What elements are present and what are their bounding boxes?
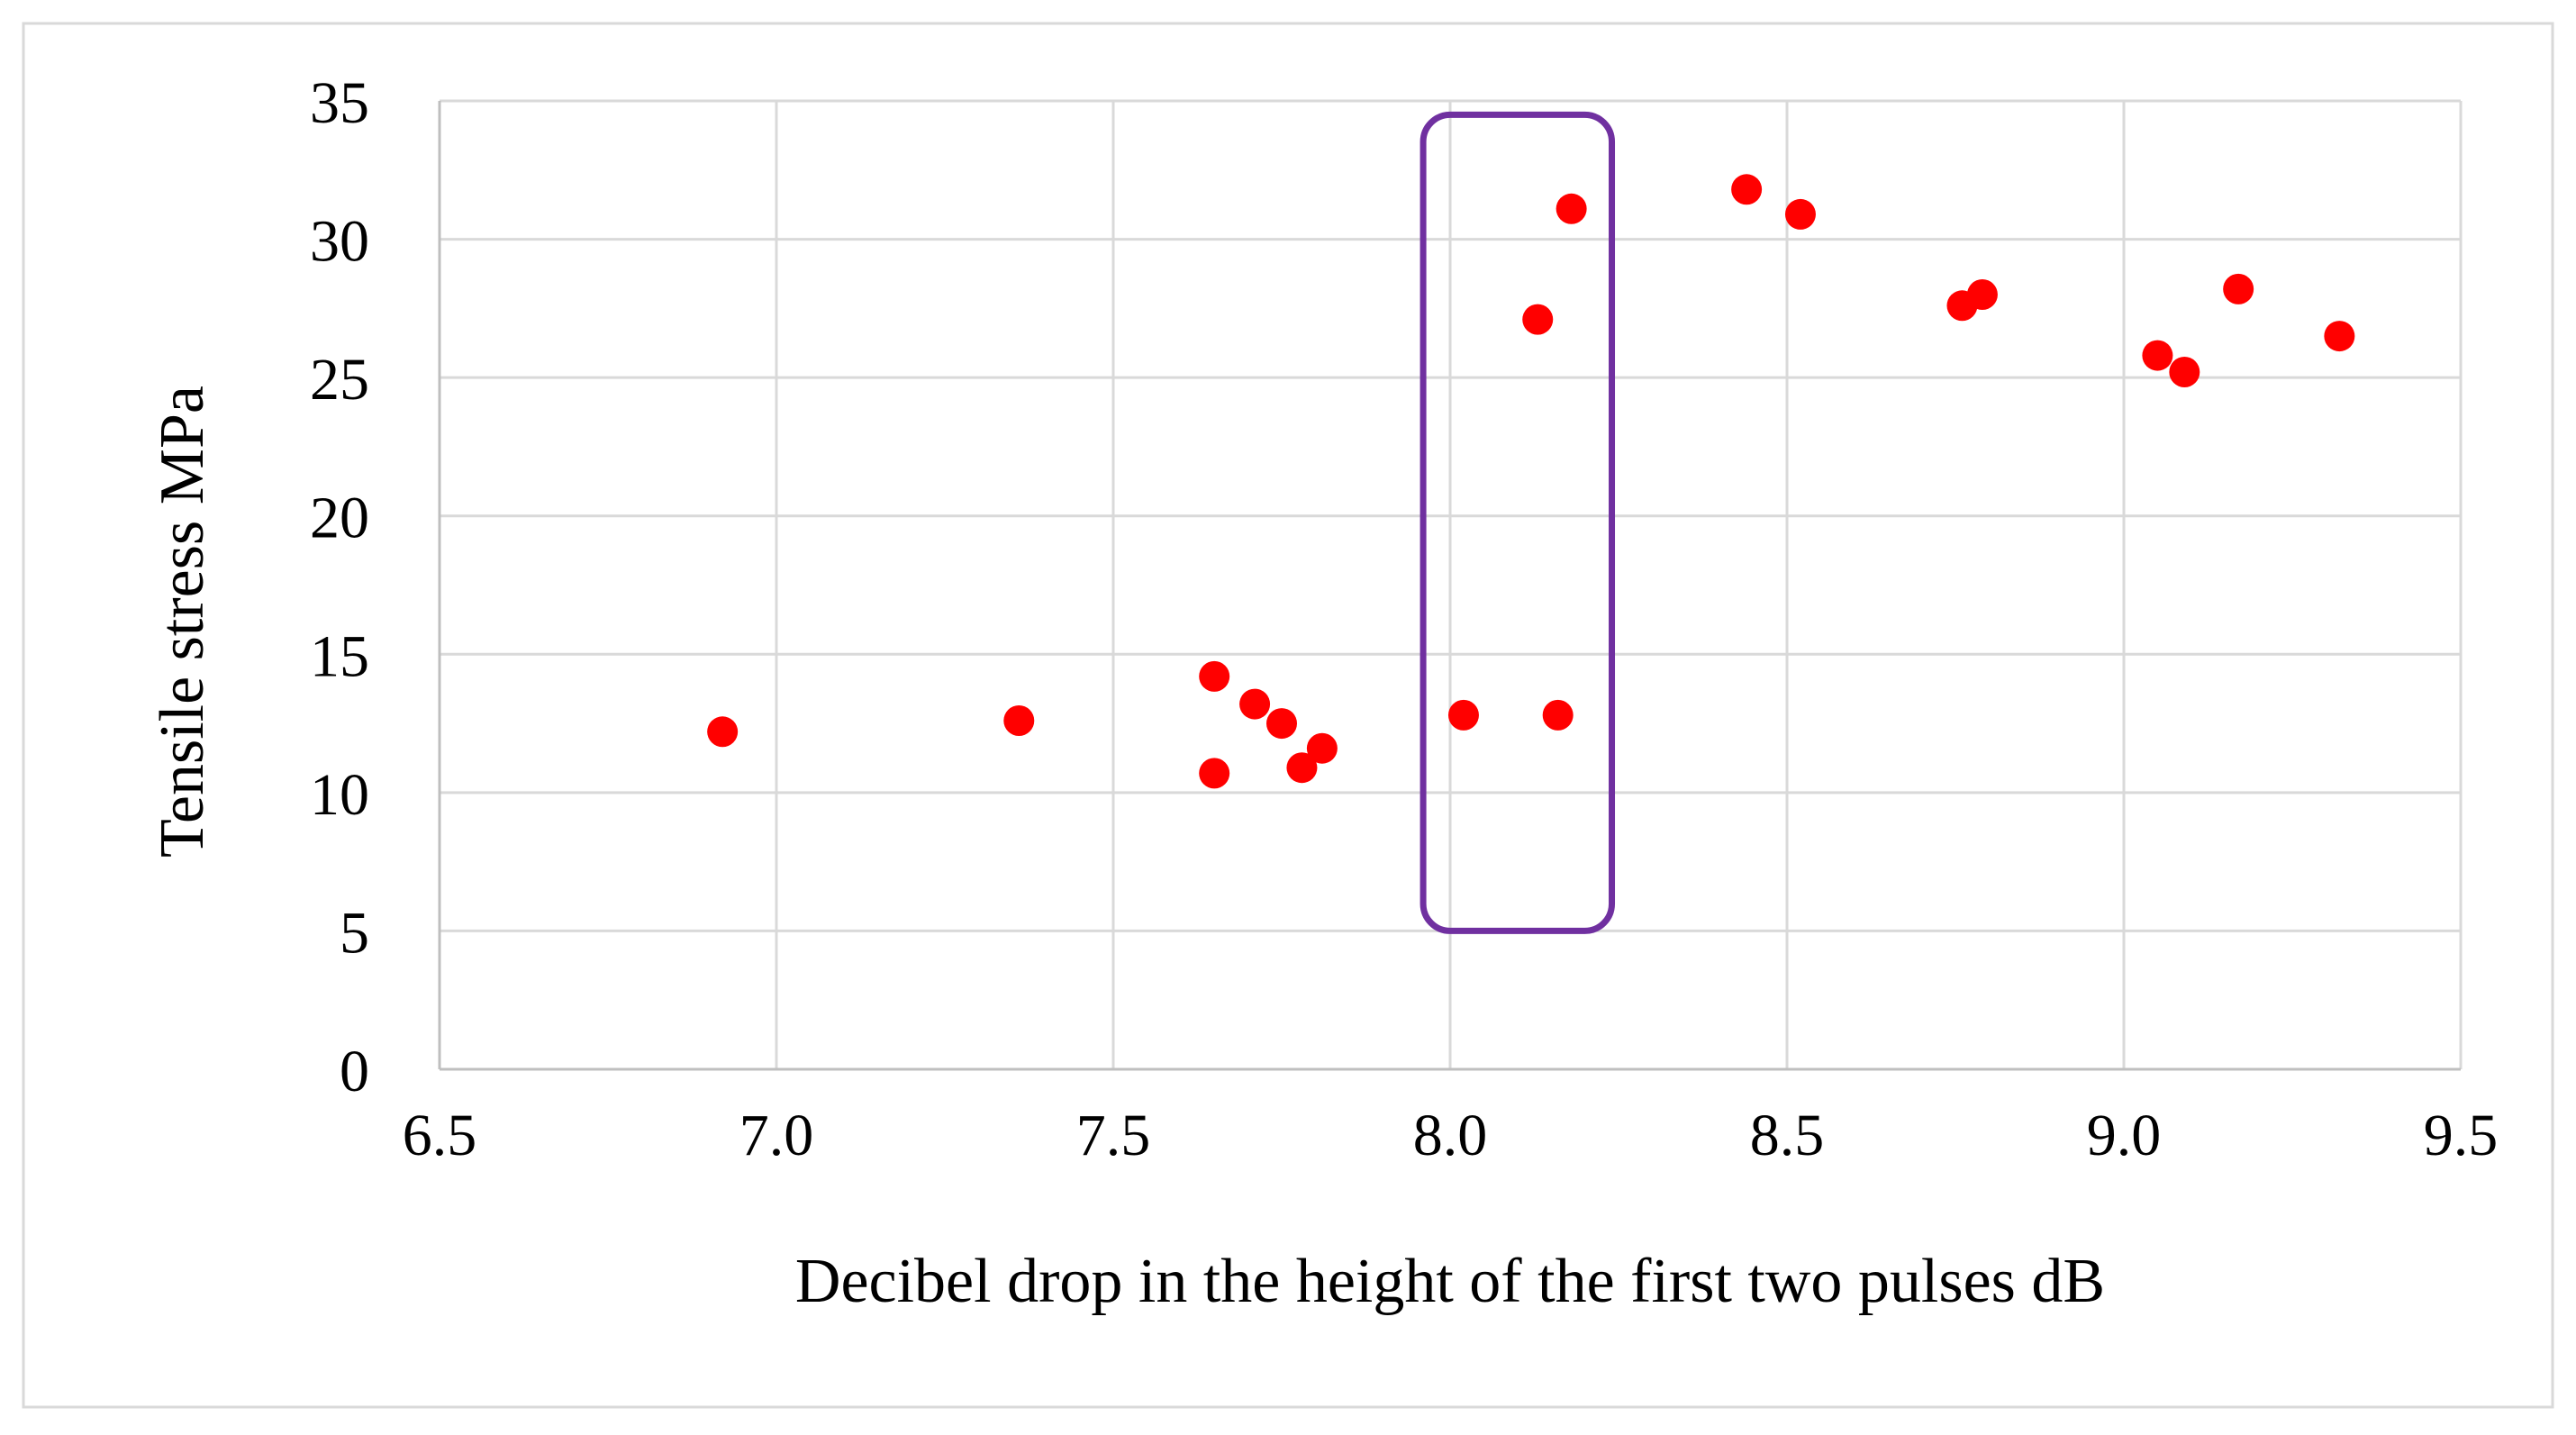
data-point [1306,732,1338,764]
data-point [2142,340,2173,371]
x-tick-label: 9.0 [2087,1103,2162,1168]
x-tick-label: 7.0 [739,1103,814,1168]
data-point [1266,708,1297,740]
data-point [2223,273,2254,304]
y-tick-label: 35 [310,70,369,136]
y-tick-label: 30 [310,209,369,275]
x-tick-label: 9.5 [2424,1103,2499,1168]
data-point [1199,660,1230,692]
x-tick-label: 8.5 [1750,1103,1825,1168]
data-point [1556,193,1587,224]
data-point [1731,174,1763,205]
x-tick-label: 7.5 [1076,1103,1151,1168]
tick-labels: 6.5 7.0 7.5 8.0 8.5 9.0 9.5 0 5 10 15 20 25 30 35 [310,70,2498,1168]
x-tick-label: 8.0 [1413,1103,1488,1168]
data-points [707,174,2355,789]
data-point [1542,699,1574,731]
annotations [1420,111,1616,934]
data-point [1239,688,1271,720]
x-tick-label: 6.5 [403,1103,477,1168]
axes [438,101,2461,1071]
x-axis-title: Decibel drop in the height of the first … [795,1247,2105,1316]
y-tick-label: 0 [340,1039,369,1104]
data-point [1286,752,1318,784]
highlight-box [1420,111,1616,934]
y-tick-label: 15 [310,623,369,689]
data-point [1447,699,1479,731]
data-point [1966,279,1998,310]
data-point [707,716,739,748]
data-point [2169,357,2200,387]
data-point [1522,304,1554,335]
y-tick-label: 5 [340,900,369,966]
y-tick-label: 20 [310,486,369,551]
data-point [1784,198,1816,230]
data-point [1199,758,1230,789]
gridlines [440,99,2463,1069]
y-axis-title: Tensile stress MPa [148,386,217,858]
y-tick-label: 10 [310,762,369,828]
data-point [2324,321,2355,352]
data-point [1003,705,1035,736]
y-tick-label: 25 [310,347,369,413]
